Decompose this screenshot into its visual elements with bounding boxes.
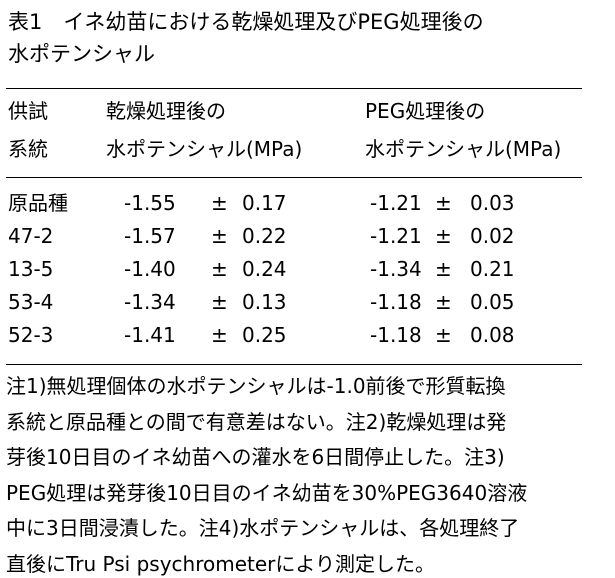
header-rule bbox=[6, 177, 582, 178]
table-cell: -1.18 bbox=[370, 290, 422, 314]
note-line: 系統と原品種との間で有意差はない。注2)乾燥処理は発 bbox=[6, 409, 507, 434]
row-label: 47-2 bbox=[8, 224, 54, 248]
title-line: 表1 イネ幼苗における乾燥処理及びPEG処理後の bbox=[8, 10, 484, 34]
table-cell: -1.21 bbox=[370, 224, 422, 248]
table-cell: 0.13 bbox=[242, 290, 287, 314]
row-label: 52-3 bbox=[8, 323, 54, 347]
table-cell: ± bbox=[435, 191, 452, 215]
header-cell: 乾燥処理後の bbox=[106, 99, 226, 123]
table-cell: 0.03 bbox=[470, 191, 515, 215]
row-label: 53-4 bbox=[8, 290, 54, 314]
table-top-rule bbox=[6, 88, 582, 89]
table-cell: 0.05 bbox=[470, 290, 515, 314]
table-cell: -1.21 bbox=[370, 191, 422, 215]
table-cell: 0.02 bbox=[470, 224, 515, 248]
table-cell: 0.17 bbox=[242, 191, 287, 215]
table-cell: 0.21 bbox=[470, 257, 515, 281]
table-cell: ± bbox=[211, 224, 228, 248]
note-line: 芽後10日目のイネ幼苗への灌水を6日間停止した。注3) bbox=[6, 445, 505, 469]
table-cell: -1.34 bbox=[124, 290, 176, 314]
header-cell: 水ポテンシャル(MPa) bbox=[365, 137, 562, 161]
row-label: 原品種 bbox=[8, 191, 68, 215]
table-cell: ± bbox=[435, 290, 452, 314]
table-cell: -1.40 bbox=[124, 257, 176, 281]
note-line: PEG処理は発芽後10日目のイネ幼苗を30%PEG3640溶液 bbox=[6, 480, 528, 505]
table-cell: 0.22 bbox=[242, 224, 287, 248]
header-cell: 水ポテンシャル(MPa) bbox=[106, 137, 303, 161]
table-cell: 0.24 bbox=[242, 257, 287, 281]
table-cell: ± bbox=[435, 257, 452, 281]
table-cell: -1.18 bbox=[370, 323, 422, 347]
note-line: 注1)無処理個体の水ポテンシャルは-1.0前後で形質転換 bbox=[6, 374, 506, 398]
table-bottom-rule bbox=[6, 364, 582, 365]
table-cell: ± bbox=[211, 257, 228, 281]
note-line: 直後にTru Psi psychrometerにより測定した。 bbox=[6, 551, 435, 576]
header-cell: PEG処理後の bbox=[365, 99, 486, 123]
table-cell: ± bbox=[435, 224, 452, 248]
table-cell: ± bbox=[211, 290, 228, 314]
row-label: 13-5 bbox=[8, 257, 54, 281]
header-cell: 系統 bbox=[8, 137, 48, 161]
header-cell: 供試 bbox=[8, 99, 48, 123]
table-cell: ± bbox=[211, 323, 228, 347]
table-cell: 0.08 bbox=[470, 323, 515, 347]
table-cell: ± bbox=[211, 191, 228, 215]
table-cell: -1.41 bbox=[124, 323, 176, 347]
table-cell: 0.25 bbox=[242, 323, 287, 347]
table-cell: -1.57 bbox=[124, 224, 176, 248]
table-cell: -1.34 bbox=[370, 257, 422, 281]
title-line: 水ポテンシャル bbox=[8, 42, 155, 66]
table-cell: ± bbox=[435, 323, 452, 347]
note-line: 中に3日間浸漬した。注4)水ポテンシャルは、各処理終了 bbox=[6, 516, 520, 540]
table-cell: -1.55 bbox=[124, 191, 176, 215]
